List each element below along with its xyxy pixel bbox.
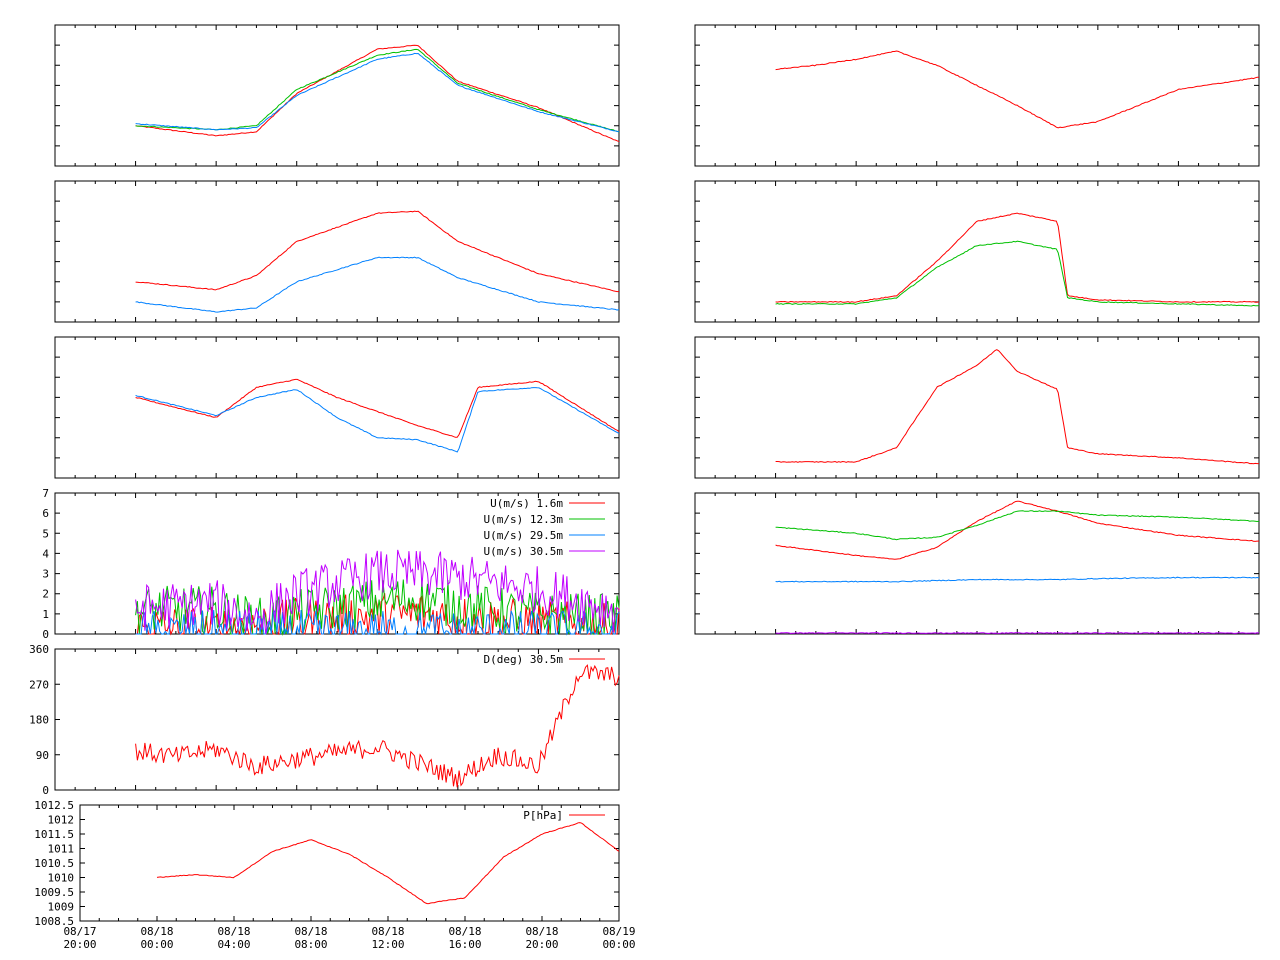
- series-line-4: [135, 549, 620, 635]
- y-tick-label: 1009.5: [34, 886, 74, 899]
- y-tick-label: 2: [42, 588, 49, 601]
- series-line-2: [135, 256, 620, 313]
- panels-layer: 0 1 2 3 4 5 6 7 U(m/s) 1.6m U(m/s) 12.3m U(m/s) 29…: [29, 24, 1260, 928]
- y-tick-label: 1012.5: [34, 799, 74, 812]
- legend: U(m/s) 1.6m U(m/s) 12.3m U(m/s) 29.5m U(m/s…: [484, 497, 605, 558]
- series-line-1: [156, 822, 620, 905]
- y-tick-label: 5: [42, 527, 49, 540]
- panel-frame: [694, 336, 1260, 479]
- series-line-2: [775, 510, 1260, 541]
- series-line-1: [775, 349, 1259, 465]
- x-tick-time: 04:00: [217, 938, 250, 951]
- y-tick-label: 1012: [48, 814, 75, 827]
- legend-label: U(m/s) 30.5m: [484, 545, 564, 558]
- legend-label: U(m/s) 12.3m: [484, 513, 564, 526]
- panel-ticks: [55, 649, 619, 790]
- panel-frame: [54, 24, 620, 167]
- x-tick-date: 08/18: [448, 925, 481, 938]
- legend-label: U(m/s) 1.6m: [490, 497, 563, 510]
- y-tick-label: 7: [42, 487, 49, 500]
- series-line-1: [135, 44, 620, 143]
- x-tick-date: 08/18: [371, 925, 404, 938]
- x-tick-time: 00:00: [140, 938, 173, 951]
- panel-ticks: [695, 493, 1259, 634]
- x-tick-time: 08:00: [294, 938, 327, 951]
- y-tick-label: 1009: [48, 901, 75, 914]
- y-tick-label: 1011.5: [34, 828, 74, 841]
- x-tick-date: 08/18: [140, 925, 173, 938]
- y-tick-label: 3: [42, 568, 49, 581]
- x-tick-date: 08/18: [294, 925, 327, 938]
- panel-frame: [694, 180, 1260, 323]
- x-tick-time: 00:00: [602, 938, 635, 951]
- x-tick-date: 08/18: [525, 925, 558, 938]
- panel-frame: [694, 24, 1260, 167]
- legend-label: P[hPa]: [523, 809, 563, 822]
- y-tick-label: 1011: [48, 843, 75, 856]
- legend-label: D(deg) 30.5m: [484, 653, 564, 666]
- panel-left-6: 1008.510091009.510101010.510111011.51012…: [34, 799, 620, 928]
- panel-ticks: [55, 181, 619, 322]
- panel-ticks: [695, 181, 1259, 322]
- y-tick-label: 270: [29, 678, 49, 691]
- x-tick-time: 20:00: [525, 938, 558, 951]
- series-line-1: [135, 210, 620, 293]
- x-tick-time: 16:00: [448, 938, 481, 951]
- panel-ticks: [695, 25, 1259, 166]
- series-line-3: [135, 52, 620, 133]
- y-tick-label: 180: [29, 714, 49, 727]
- panel-ticks: [55, 25, 619, 166]
- x-tick-date: 08/17: [63, 925, 96, 938]
- x-tick-time: 20:00: [63, 938, 96, 951]
- panel-left-5: 0 90 180 270 360 D(deg) 30.5m: [29, 643, 620, 797]
- series-line-1: [775, 500, 1259, 560]
- series-line-1: [775, 212, 1260, 303]
- panel-right-3: [694, 336, 1260, 479]
- y-tick-label: 360: [29, 643, 49, 656]
- panel-right-4: [694, 492, 1260, 635]
- series-line-2: [135, 387, 620, 453]
- panel-left-1: [54, 24, 620, 167]
- panel-left-2: [54, 180, 620, 323]
- y-tick-label: 6: [42, 507, 49, 520]
- series-line-3: [135, 609, 620, 636]
- panel-ticks: [55, 337, 619, 478]
- panel-frame: [54, 336, 620, 479]
- series-line-4: [775, 632, 1260, 634]
- y-tick-label: 1010: [48, 872, 75, 885]
- series-line-1: [135, 378, 620, 438]
- legend-label: U(m/s) 29.5m: [484, 529, 564, 542]
- x-tick-date: 08/19: [602, 925, 635, 938]
- panel-frame: [694, 492, 1260, 635]
- series-line-1: [775, 50, 1259, 129]
- y-tick-label: 4: [42, 547, 49, 560]
- panel-ticks: [695, 337, 1259, 478]
- x-tick-time: 12:00: [371, 938, 404, 951]
- y-tick-label: 90: [36, 749, 49, 762]
- series-line-2: [775, 240, 1260, 307]
- series-line-2: [135, 48, 620, 133]
- panel-left-4: 0 1 2 3 4 5 6 7 U(m/s) 1.6m U(m/s) 12.3m U(m/s) 29…: [42, 487, 620, 641]
- y-tick-label: 1010.5: [34, 857, 74, 870]
- y-tick-label: 0: [42, 784, 49, 797]
- y-tick-label: 1: [42, 608, 49, 621]
- series-line-1: [135, 664, 620, 788]
- panel-right-1: [694, 24, 1260, 167]
- series-line-3: [775, 576, 1260, 583]
- time-axis: 08/1720:0008/1800:0008/1804:0008/1808:00…: [63, 925, 635, 951]
- x-tick-date: 08/18: [217, 925, 250, 938]
- panel-right-2: [694, 180, 1260, 323]
- y-tick-label: 0: [42, 628, 49, 641]
- legend: P[hPa]: [523, 809, 605, 822]
- legend: D(deg) 30.5m: [484, 653, 605, 666]
- y-tick-label: 1008.5: [34, 915, 74, 928]
- panel-frame: [79, 804, 620, 922]
- panel-left-3: [54, 336, 620, 479]
- panel-ticks: [80, 805, 619, 921]
